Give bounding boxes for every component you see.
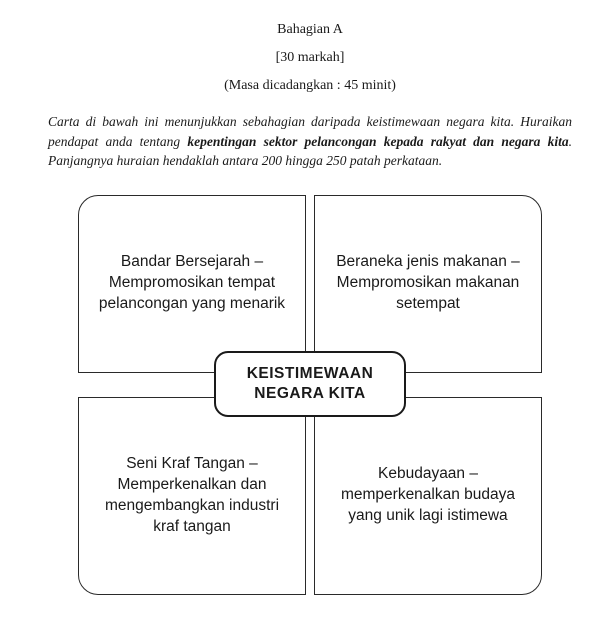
time-label: (Masa dicadangkan : 45 minit) [48, 78, 572, 94]
section-label: Bahagian A [48, 22, 572, 38]
quadrant-br-text: Kebudayaan – memperkenalkan budaya yang … [329, 464, 527, 527]
quadrant-bottom-right: Kebudayaan – memperkenalkan budaya yang … [314, 397, 542, 595]
instruction-bold: kepentingan sektor pelancongan kepada ra… [187, 134, 568, 149]
quadrant-diagram: Bandar Bersejarah – Mempromosikan tempat… [78, 195, 542, 595]
center-title-box: KEISTIMEWAAN NEGARA KITA [214, 351, 406, 417]
quadrant-top-right: Beraneka jenis makanan – Mempromosikan m… [314, 195, 542, 373]
marks-label: [30 markah] [48, 50, 572, 66]
quadrant-top-left: Bandar Bersejarah – Mempromosikan tempat… [78, 195, 306, 373]
quadrant-tl-text: Bandar Bersejarah – Mempromosikan tempat… [93, 252, 291, 315]
quadrant-tr-text: Beraneka jenis makanan – Mempromosikan m… [329, 252, 527, 315]
center-title-text: KEISTIMEWAAN NEGARA KITA [224, 364, 396, 404]
document-header: Bahagian A [30 markah] (Masa dicadangkan… [48, 22, 572, 94]
instruction-paragraph: Carta di bawah ini menunjukkan sebahagia… [48, 112, 572, 171]
quadrant-bl-text: Seni Kraf Tangan – Memperkenalkan dan me… [93, 454, 291, 538]
quadrant-bottom-left: Seni Kraf Tangan – Memperkenalkan dan me… [78, 397, 306, 595]
